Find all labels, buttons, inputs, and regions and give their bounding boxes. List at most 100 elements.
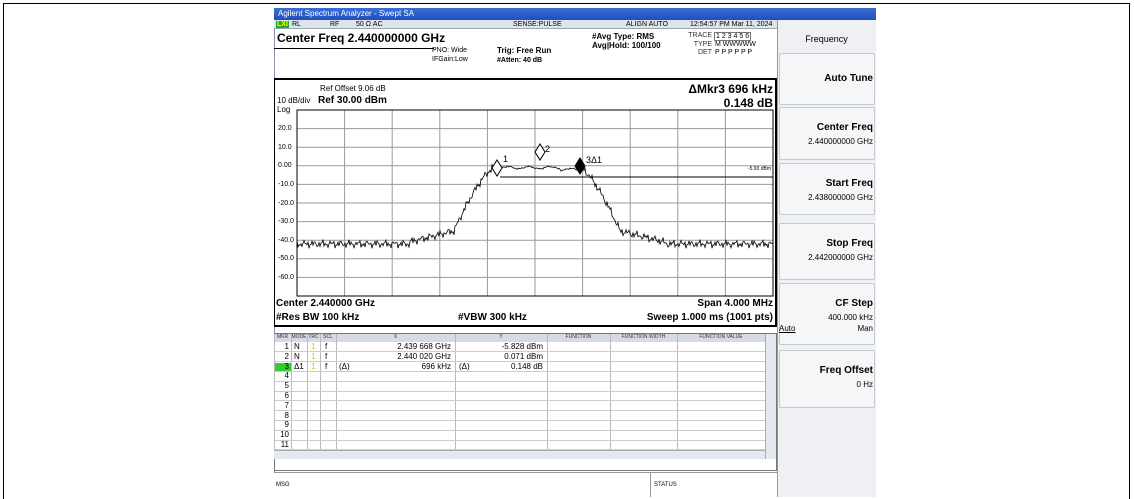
status-align: ALIGN AUTO (626, 21, 668, 28)
avg-hold: Avg|Hold: 100/100 (592, 41, 661, 50)
status-coupling: 50 Ω AC (356, 21, 383, 28)
atten: #Atten: 40 dB (497, 57, 543, 64)
menu-title: Frequency (805, 34, 848, 44)
column-header: FUNCTION VALUE (699, 334, 743, 340)
softkey-label: Freq Offset (819, 365, 873, 376)
marker-scale: f (325, 342, 328, 351)
marker-label: 2 (545, 144, 551, 154)
column-header: FUNCTION WIDTH (621, 334, 666, 340)
marker-number: 8 (284, 410, 289, 420)
trig: Trig: Free Run (497, 46, 552, 55)
marker-2 (534, 143, 546, 161)
sweep: Sweep 1.000 ms (1001 pts) (646, 312, 773, 323)
marker-number: 1 (284, 342, 289, 351)
lxi-badge: LXI (276, 21, 289, 28)
softkey-option: Auto (779, 324, 796, 333)
column-divider (610, 334, 611, 450)
graph-frame (274, 78, 777, 327)
y-note: (Δ) (459, 361, 470, 371)
status: STATUS (654, 482, 677, 488)
column-header: MODE (291, 334, 307, 340)
marker-value: 0.148 dB (723, 96, 773, 110)
y-axis-label: 10.0 (278, 143, 292, 151)
softkey-value: 2.438000000 GHz (808, 193, 873, 202)
marker-scale: f (325, 361, 328, 371)
marker-number: 5 (284, 381, 289, 391)
softkey-label: CF Step (835, 298, 873, 309)
marker-trace: 1 (311, 351, 316, 361)
marker-number: 7 (284, 400, 289, 410)
ref-offset: Ref Offset 9.06 dB (320, 84, 386, 93)
msg: MSG (276, 482, 290, 488)
marker-y: 0.071 dBm (504, 351, 543, 361)
softkey-option: Man (857, 324, 873, 333)
marker-scale: f (325, 351, 328, 361)
scale: 10 dB/div (277, 96, 311, 105)
ref-level: Ref 30.00 dBm (318, 95, 387, 106)
marker-3 (574, 157, 586, 175)
column-header: FUNCTION (565, 334, 592, 340)
divider (650, 472, 651, 497)
row-divider (275, 400, 765, 402)
marker-x: 2.439 668 GHz (397, 342, 451, 351)
y-axis-label: -50.0 (278, 255, 294, 263)
avg-type: #Avg Type: RMS (592, 32, 655, 41)
det-values: P P P P P P (715, 49, 753, 56)
softkey-value: 2.442000000 GHz (808, 253, 873, 262)
column-divider (547, 334, 548, 450)
marker-trace: 1 (311, 361, 316, 371)
status-time: 12:54:57 PM Mar 11, 2024 (690, 21, 773, 28)
softkey-label: Stop Freq (826, 238, 873, 249)
softkey-value: 0 Hz (856, 380, 873, 389)
softkey-value: 2.440000000 GHz (808, 137, 873, 146)
marker-number: 3 (275, 362, 291, 371)
row-divider (275, 439, 765, 441)
row-divider (275, 390, 765, 392)
marker-readout: ΔMkr3 696 kHz (688, 82, 773, 96)
row-divider (275, 410, 765, 412)
column-divider (320, 334, 321, 450)
vbw: #VBW 300 kHz (458, 312, 527, 323)
softkey[interactable] (779, 350, 875, 408)
window-title: Agilent Spectrum Analyzer - Swept SA (278, 9, 415, 18)
marker-number: 6 (284, 391, 289, 400)
footer (274, 472, 777, 497)
softkey[interactable] (779, 53, 875, 105)
softkey[interactable] (779, 283, 875, 345)
marker-number: 11 (280, 440, 289, 449)
column-divider (291, 334, 292, 450)
log: Log (277, 105, 291, 114)
marker-label: 1 (503, 154, 509, 164)
column-header: Y (499, 334, 503, 340)
marker-label: 3Δ1 (586, 155, 603, 165)
column-divider (336, 334, 337, 450)
column-header: X (393, 334, 398, 340)
v-scrollbar[interactable] (765, 334, 776, 459)
y-axis-label: -40.0 (278, 236, 294, 244)
ifgain: IFGain:Low (432, 56, 468, 63)
det-label: DET (698, 49, 712, 56)
row-divider (275, 449, 765, 451)
y-axis-label: -30.0 (278, 218, 294, 226)
marker-trace: 1 (311, 342, 316, 351)
softkey[interactable] (779, 107, 875, 160)
h-scrollbar[interactable] (274, 450, 765, 459)
rbw: #Res BW 100 kHz (276, 312, 360, 323)
column-header: MKR (276, 334, 289, 340)
softkey-label: Center Freq (816, 122, 873, 133)
column-divider (274, 334, 275, 450)
marker-y: 0.148 dB (510, 361, 543, 371)
marker-mode: N (294, 342, 300, 351)
column-divider (307, 334, 308, 450)
trace-nums: 1 2 3 4 5 6 (714, 32, 752, 41)
softkey[interactable] (779, 223, 875, 280)
marker-number: 2 (284, 351, 289, 361)
column-header: TRC (308, 334, 319, 340)
row-divider (275, 351, 765, 353)
row-divider (275, 429, 765, 431)
softkey[interactable] (779, 163, 875, 215)
title-bar (274, 8, 876, 20)
row-divider (275, 361, 765, 363)
y-axis-label: -20.0 (278, 199, 294, 207)
